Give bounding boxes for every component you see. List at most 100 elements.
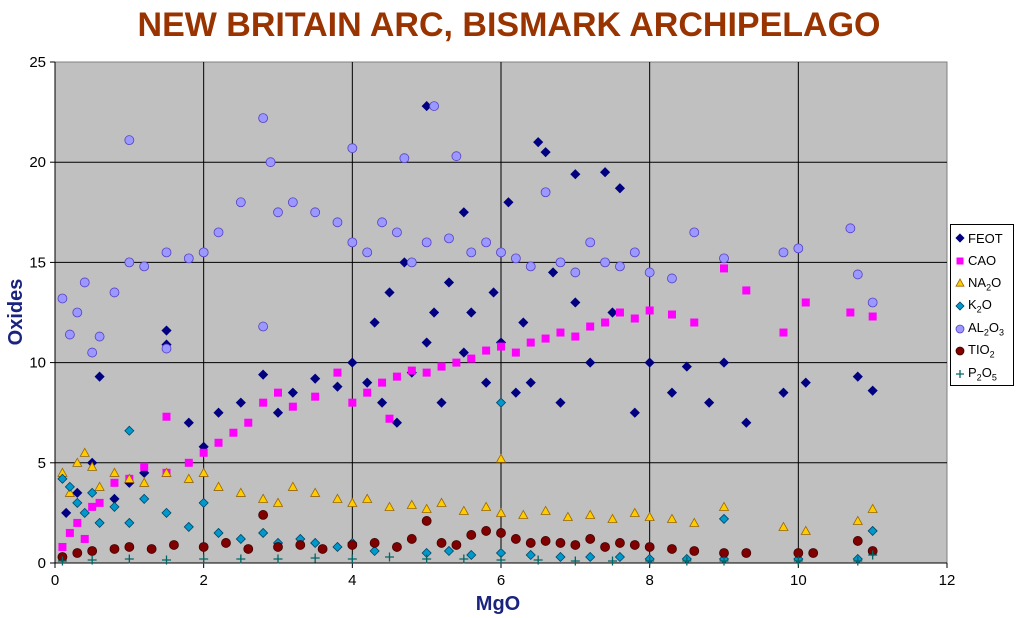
- legend-label: P2O5: [968, 365, 997, 383]
- data-point-tio2: [570, 540, 581, 550]
- data-point-al2o3: [406, 257, 417, 268]
- data-point-feot: [466, 307, 477, 318]
- data-point-tio2: [585, 534, 596, 544]
- data-point-feot: [377, 397, 388, 408]
- data-point-cao: [482, 346, 491, 355]
- data-point-na2o: [518, 509, 529, 519]
- data-point-feot: [488, 287, 499, 298]
- data-point-al2o3: [496, 247, 506, 258]
- data-point-tio2: [629, 540, 640, 550]
- data-point-cao: [645, 306, 654, 315]
- data-point-tio2: [109, 544, 120, 554]
- data-point-feot: [458, 207, 469, 218]
- data-point-al2o3: [793, 243, 804, 254]
- y-tick-label: 10: [29, 355, 46, 372]
- data-point-al2o3: [235, 197, 246, 208]
- data-point-na2o: [86, 461, 98, 471]
- data-point-k2o: [495, 397, 507, 408]
- data-point-al2o3: [629, 247, 640, 258]
- legend-symbol: [955, 278, 965, 288]
- data-point-k2o: [369, 545, 380, 557]
- chart-title: NEW BRITAIN ARC, BISMARK ARCHIPELAGO: [137, 6, 881, 44]
- data-point-p2o5: [496, 555, 506, 565]
- data-point-al2o3: [429, 101, 440, 111]
- data-point-al2o3: [644, 267, 655, 278]
- legend-item-na2o: NA2O: [954, 272, 1013, 295]
- data-point-cao: [615, 308, 624, 317]
- data-point-tio2: [496, 528, 506, 538]
- data-point-tio2: [466, 530, 477, 540]
- data-point-al2o3: [510, 253, 521, 264]
- data-point-feot: [362, 377, 373, 388]
- data-point-na2o: [607, 513, 618, 523]
- data-point-p2o5: [385, 552, 394, 562]
- data-point-feot: [718, 357, 730, 368]
- data-point-cao: [348, 398, 357, 407]
- data-point-cao: [363, 388, 372, 397]
- data-point-na2o: [629, 507, 640, 517]
- legend-symbol: [955, 301, 965, 311]
- data-point-cao: [65, 528, 74, 537]
- data-point-cao: [846, 308, 855, 317]
- data-point-al2o3: [124, 135, 135, 146]
- data-point-tio2: [615, 538, 625, 548]
- data-point-tio2: [436, 538, 447, 548]
- data-point-na2o: [139, 477, 150, 487]
- data-point-feot: [585, 357, 596, 368]
- data-point-feot: [644, 357, 655, 368]
- y-tick-label: 5: [38, 455, 46, 472]
- legend-symbol: [956, 369, 964, 378]
- data-point-k2o: [72, 497, 83, 508]
- data-point-al2o3: [124, 257, 135, 268]
- data-point-feot: [429, 307, 440, 318]
- data-point-na2o: [436, 497, 447, 507]
- data-point-al2o3: [852, 269, 863, 280]
- legend-item-k2o: K2O: [954, 295, 1013, 318]
- data-point-cao: [58, 542, 67, 551]
- data-point-tio2: [243, 544, 254, 554]
- data-point-na2o: [257, 493, 269, 503]
- data-point-tio2: [347, 540, 358, 550]
- data-point-al2o3: [109, 287, 120, 298]
- legend-symbol: [955, 346, 965, 356]
- y-tick-label: 0: [38, 555, 46, 572]
- data-point-feot: [421, 337, 432, 348]
- legend-marker: [955, 278, 965, 288]
- data-point-k2o: [183, 521, 194, 532]
- data-point-feot: [867, 385, 878, 396]
- data-point-na2o: [79, 447, 90, 457]
- legend-marker: [955, 301, 965, 311]
- data-point-feot: [555, 397, 566, 408]
- data-point-cao: [511, 348, 520, 357]
- data-point-cao: [541, 334, 550, 343]
- data-point-na2o: [332, 493, 343, 503]
- data-point-k2o: [139, 493, 150, 504]
- data-point-feot: [666, 387, 678, 398]
- data-point-feot: [347, 357, 358, 368]
- data-point-k2o: [79, 507, 90, 518]
- data-point-p2o5: [793, 556, 803, 566]
- series-p2o5: [57, 550, 878, 566]
- data-point-feot: [525, 377, 536, 388]
- data-point-cao: [720, 264, 728, 273]
- data-point-k2o: [614, 551, 625, 563]
- data-point-cao: [467, 354, 476, 363]
- data-point-p2o5: [199, 554, 209, 564]
- data-point-feot: [310, 373, 321, 384]
- data-point-p2o5: [533, 555, 543, 565]
- data-point-feot: [61, 507, 72, 518]
- data-point-al2o3: [845, 223, 856, 234]
- data-point-feot: [540, 147, 551, 158]
- data-point-feot: [518, 317, 529, 328]
- data-point-tio2: [510, 534, 521, 544]
- legend-label: TIO2: [968, 342, 995, 361]
- data-point-tio2: [317, 544, 328, 554]
- data-point-na2o: [109, 467, 120, 477]
- data-point-feot: [547, 267, 559, 278]
- data-point-tio2: [421, 516, 432, 526]
- data-point-feot: [852, 371, 863, 382]
- series-na2o: [57, 447, 878, 535]
- data-point-p2o5: [347, 554, 357, 564]
- data-point-na2o: [540, 505, 551, 515]
- data-point-k2o: [94, 517, 105, 528]
